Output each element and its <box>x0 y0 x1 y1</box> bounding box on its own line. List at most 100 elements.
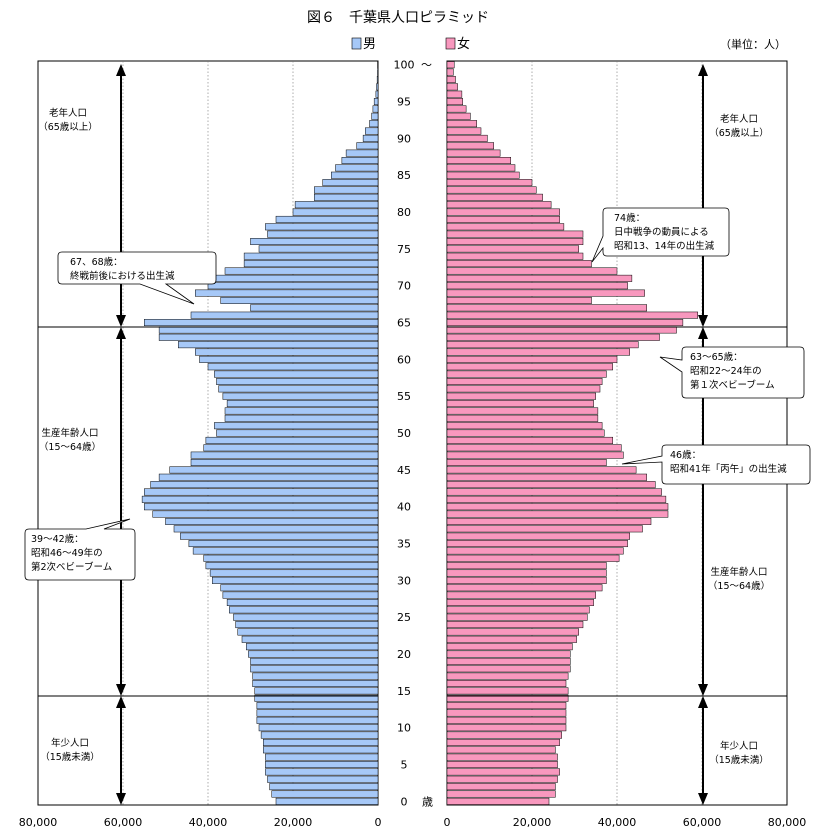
x-tick-female-1: 20,000 <box>513 816 552 829</box>
bar-male-age-69 <box>195 289 379 297</box>
bar-male-age-54 <box>226 400 379 408</box>
bar-male-age-19 <box>250 657 379 665</box>
bar-male-age-94 <box>372 105 379 113</box>
bar-female-age-51 <box>446 422 603 430</box>
bar-male-age-0 <box>275 797 379 805</box>
bar-female-age-62 <box>446 341 639 349</box>
annotation-63-65-line2: 昭和22～24年の <box>690 365 762 377</box>
bar-female-age-43 <box>446 481 656 489</box>
bar-male-age-13 <box>256 702 379 710</box>
bar-female-age-69 <box>446 289 645 297</box>
bar-male-age-67 <box>250 304 379 312</box>
bar-female-age-92 <box>446 120 477 128</box>
x-tick-male-4: 0 <box>375 816 382 829</box>
bar-male-age-43 <box>150 481 379 489</box>
x-tick-female-2: 40,000 <box>598 816 637 829</box>
bar-female-age-49 <box>446 436 613 444</box>
bar-female-age-84 <box>446 179 533 187</box>
age-label-25: 25 <box>397 611 411 624</box>
bar-female-age-47 <box>446 451 624 459</box>
section-youth-range-left: （15歳未満） <box>40 751 100 763</box>
bar-female-age-17 <box>446 672 569 680</box>
legend-label-male: 男 <box>363 37 376 52</box>
bar-female-age-16 <box>446 680 567 687</box>
bar-male-age-30 <box>212 576 379 584</box>
bar-female-age-72 <box>446 267 618 275</box>
annotation-63-65: 63～65歳： 昭和22～24年の 第１次ベビーブーム <box>659 346 805 399</box>
age-label-60: 60 <box>397 353 411 366</box>
bar-female-age-20 <box>446 650 571 658</box>
bar-female-age-37 <box>446 525 643 533</box>
bar-male-age-44 <box>158 473 379 481</box>
bar-male-age-2 <box>269 783 379 791</box>
bar-female-age-21 <box>446 643 573 651</box>
bar-male-age-55 <box>222 392 379 400</box>
x-axis-tick-labels: 80,000 60,000 40,000 20,000 0 0 20,000 40,000 60… <box>19 816 807 829</box>
bar-female-age-56 <box>446 385 601 393</box>
bar-male-age-12 <box>256 709 379 717</box>
bar-female-age-64 <box>446 326 677 334</box>
bar-female-age-59 <box>446 363 613 371</box>
bar-male-age-4 <box>265 768 379 776</box>
male-bars <box>141 61 379 805</box>
bar-female-age-44 <box>446 473 647 481</box>
bar-female-age-87 <box>446 157 511 164</box>
bar-male-age-46 <box>190 459 379 466</box>
bar-female-age-79 <box>446 215 560 223</box>
bar-male-age-77 <box>267 230 379 238</box>
bar-female-age-10 <box>446 724 567 732</box>
bar-male-age-87 <box>341 157 379 164</box>
bar-female-age-29 <box>446 584 603 592</box>
bar-female-age-30 <box>446 576 607 584</box>
bar-male-age-53 <box>224 407 379 415</box>
bar-male-age-82 <box>314 193 379 201</box>
bar-male-age-17 <box>252 672 379 680</box>
bar-male-age-35 <box>188 540 379 548</box>
bar-male-age-8 <box>263 738 379 746</box>
bar-male-age-99 <box>377 68 379 76</box>
bar-female-age-94 <box>446 105 467 113</box>
age-label-100: 100 <box>394 59 415 72</box>
bar-female-age-4 <box>446 768 560 776</box>
bar-female-age-19 <box>446 657 571 665</box>
bar-female-age-3 <box>446 775 558 783</box>
bar-male-age-5 <box>265 761 379 769</box>
bar-male-age-10 <box>258 724 379 732</box>
bar-female-age-31 <box>446 569 607 577</box>
x-tick-female-3: 60,000 <box>683 816 722 829</box>
bar-female-age-53 <box>446 407 599 415</box>
section-working-range-left: （15～64歳） <box>39 441 101 453</box>
bar-male-age-62 <box>178 341 379 349</box>
bar-male-age-31 <box>209 569 379 577</box>
bar-female-age-45 <box>446 466 637 474</box>
section-elderly-range-left: （65歳以上） <box>38 121 98 133</box>
x-tick-male-2: 40,000 <box>189 816 228 829</box>
bar-male-age-51 <box>214 422 379 430</box>
bar-male-age-47 <box>190 451 379 459</box>
bar-male-age-41 <box>141 495 379 503</box>
bar-female-age-83 <box>446 186 537 194</box>
bar-female-age-93 <box>446 112 471 120</box>
female-bars <box>446 61 698 805</box>
bar-male-age-75 <box>258 245 379 253</box>
bar-female-age-18 <box>446 665 571 673</box>
bar-female-age-24 <box>446 621 584 629</box>
bar-female-age-42 <box>446 488 662 496</box>
bar-male-age-66 <box>190 311 379 319</box>
bar-male-age-39 <box>152 510 379 518</box>
bar-male-age-92 <box>369 120 379 128</box>
bar-male-age-80 <box>292 208 379 216</box>
bar-female-age-76 <box>446 238 584 246</box>
bar-female-age-65 <box>446 319 684 327</box>
age-label-30: 30 <box>397 574 411 587</box>
age-label-15: 15 <box>397 685 411 698</box>
bar-male-age-15 <box>254 687 379 695</box>
bar-female-age-35 <box>446 540 628 548</box>
age-label-80: 80 <box>397 206 411 219</box>
bar-male-age-63 <box>158 333 379 341</box>
bar-male-age-57 <box>216 378 379 385</box>
bar-male-age-56 <box>218 385 379 393</box>
bar-male-age-11 <box>256 716 379 724</box>
bar-female-age-96 <box>446 90 463 98</box>
bar-female-age-46 <box>446 459 607 466</box>
